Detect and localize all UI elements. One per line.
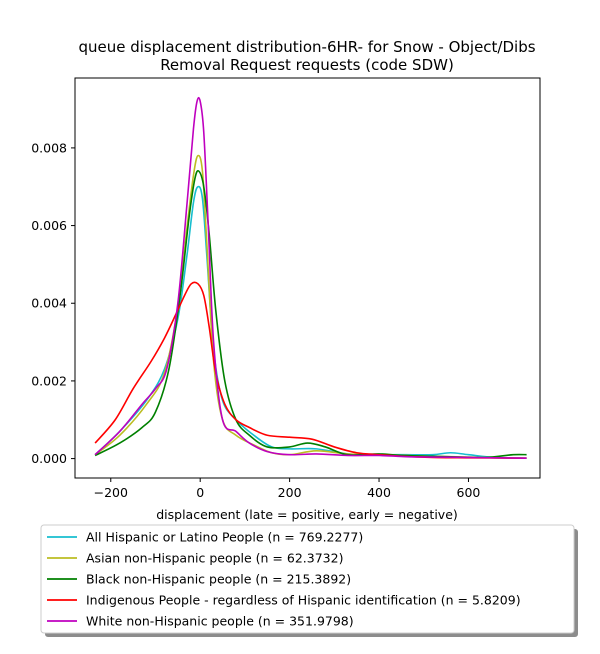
chart-title-line-1: queue displacement distribution-6HR- for…	[78, 38, 535, 56]
series-line-4	[94, 281, 527, 459]
x-tick-label: 0	[196, 485, 204, 500]
x-tick-label: 400	[367, 485, 391, 500]
x-tick-label: 600	[457, 485, 481, 500]
y-tick-label: 0.002	[31, 373, 67, 388]
series-line-1	[94, 185, 527, 459]
x-tick-label: −200	[94, 485, 128, 500]
legend-label: Indigenous People - regardless of Hispan…	[86, 593, 521, 608]
y-tick-label: 0.008	[31, 140, 67, 155]
y-tick-label: 0.000	[31, 451, 67, 466]
x-axis-label: displacement (late = positive, early = n…	[156, 507, 458, 522]
series-lines	[94, 96, 527, 459]
x-tick-label: 200	[278, 485, 302, 500]
legend-label: Asian non-Hispanic people (n = 62.3732)	[86, 551, 343, 566]
legend-entries: All Hispanic or Latino People (n = 769.2…	[47, 530, 521, 629]
legend-label: Black non-Hispanic people (n = 215.3892)	[86, 572, 351, 587]
legend: All Hispanic or Latino People (n = 769.2…	[40, 524, 578, 637]
legend-label: All Hispanic or Latino People (n = 769.2…	[86, 530, 363, 545]
y-tick-label: 0.006	[31, 218, 67, 233]
series-line-2	[94, 154, 527, 459]
y-tick-label: 0.004	[31, 296, 67, 311]
legend-label: White non-Hispanic people (n = 351.9798)	[86, 614, 354, 629]
plot-area-frame	[74, 77, 541, 479]
y-axis-ticks: 0.000 0.002 0.004 0.006 0.008	[31, 140, 75, 466]
series-line-5	[94, 96, 527, 459]
chart-title-line-2: Removal Request requests (code SDW)	[160, 56, 454, 74]
legend-box	[40, 524, 575, 634]
x-axis-ticks: −200 0 200 400 600	[94, 478, 481, 500]
series-line-3	[94, 169, 527, 459]
